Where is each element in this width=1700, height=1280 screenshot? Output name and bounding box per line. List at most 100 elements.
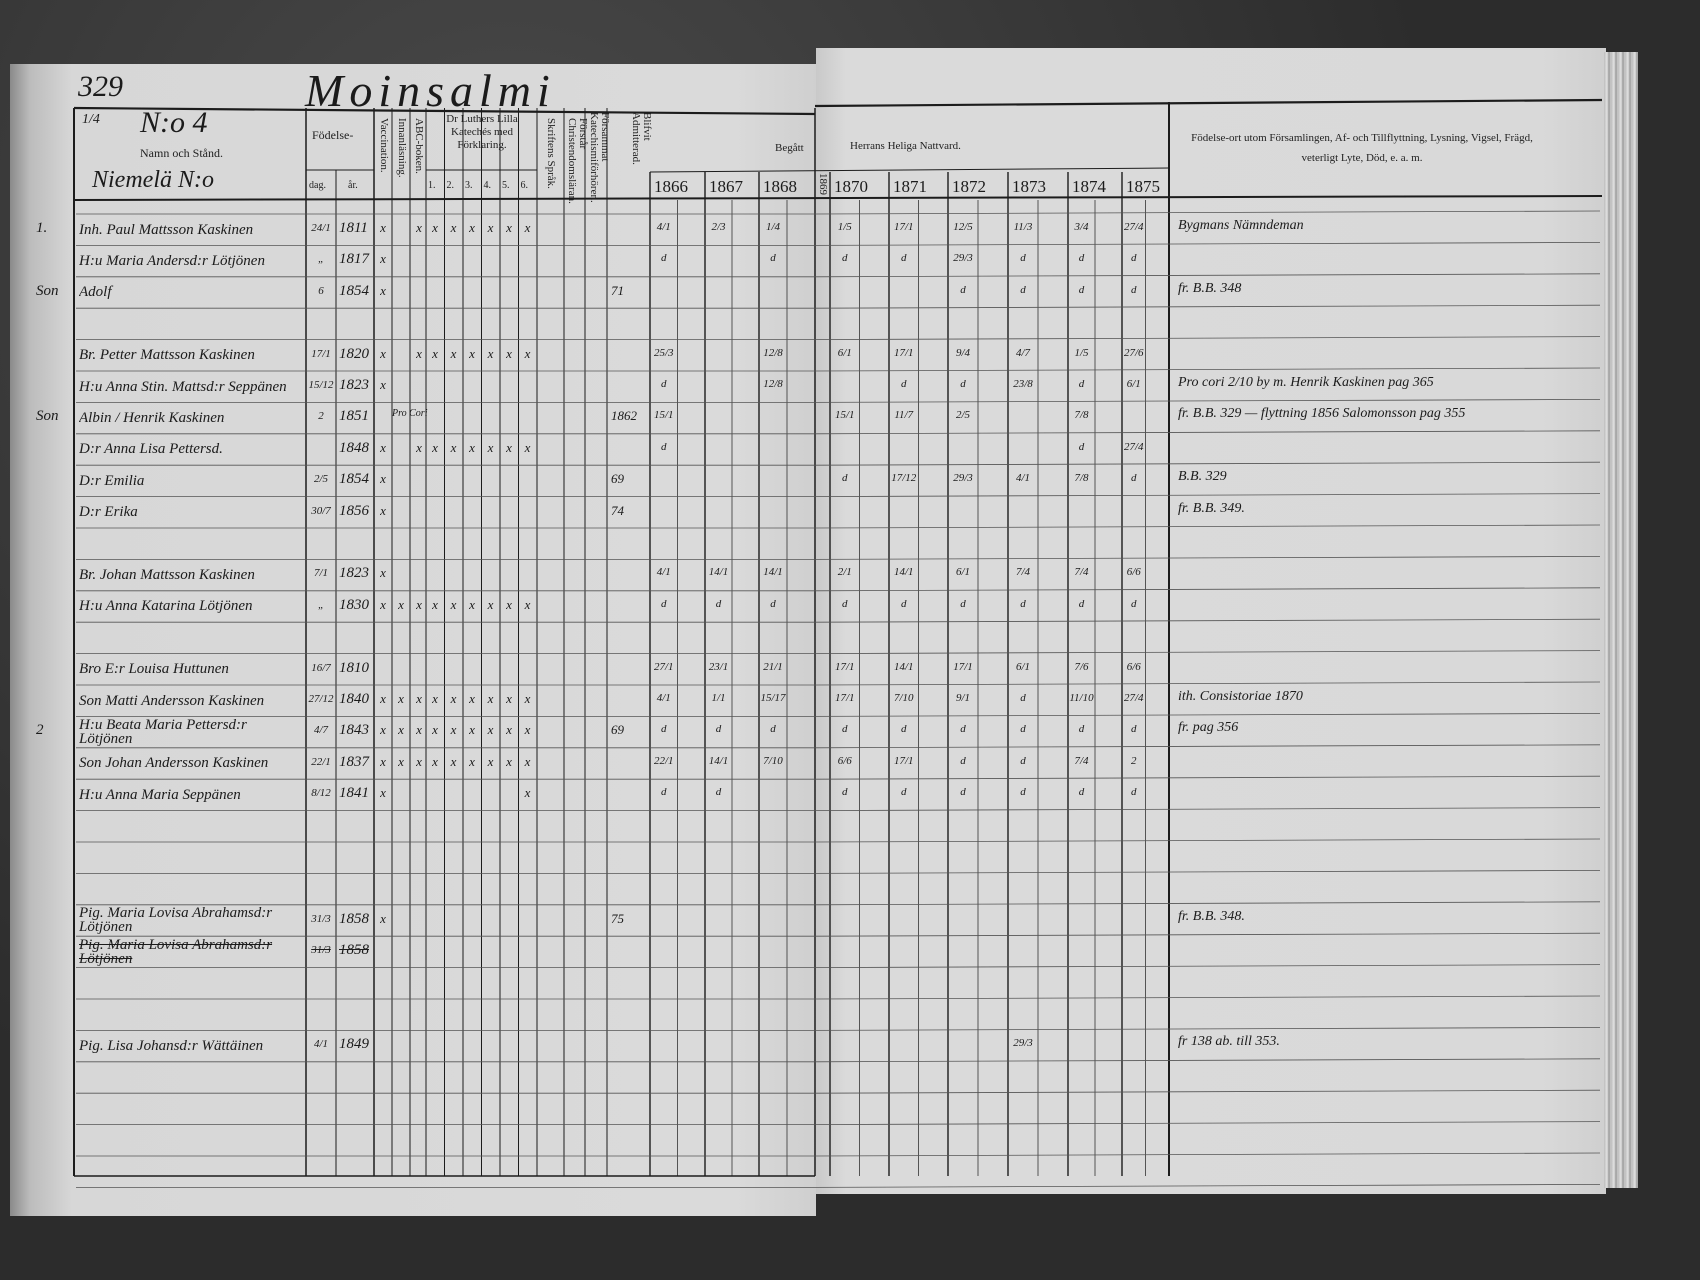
rule-line (814, 744, 1601, 749)
communion-entry: d (1078, 786, 1085, 799)
exam-mark: x (524, 691, 531, 706)
person-name: H:u Anna Maria Seppänen (79, 786, 241, 803)
row-prefix: 1. (36, 220, 48, 236)
communion-entry: 9/4 (955, 346, 971, 359)
household-number: N:o 4 (140, 106, 208, 139)
admitted-year: 71 (611, 282, 624, 298)
birth-day: „ (317, 253, 325, 266)
communion-entry: 23/1 (708, 660, 729, 673)
exam-mark: x (487, 220, 494, 235)
exam-mark: x (469, 220, 475, 235)
communion-entry: d (661, 723, 667, 736)
row-prefix: 2 (36, 722, 44, 739)
communion-entry: d (901, 597, 907, 610)
exam-mark: x (487, 439, 494, 455)
exam-mark: x (380, 471, 386, 487)
communion-entry: 4/1 (656, 221, 671, 233)
birth-year: 1810 (339, 659, 369, 676)
communion-entry: d (960, 378, 966, 390)
communion-entry: d (842, 786, 848, 799)
communion-entry: 7/8 (1074, 409, 1089, 422)
rule-line (814, 838, 1601, 843)
communion-entry: 25/3 (653, 346, 674, 359)
admitted-year: 69 (611, 722, 624, 738)
rule-line (814, 618, 1601, 623)
rule-line (814, 367, 1601, 372)
person-name: Son Matti Andersson Kaskinen (79, 692, 265, 709)
communion-entry: d (1131, 723, 1137, 736)
rule-line (814, 1121, 1601, 1125)
communion-entry: 17/1 (834, 660, 855, 673)
birth-day: 6 (318, 284, 324, 297)
row-prefix: Son (36, 408, 59, 425)
rule-line (814, 524, 1601, 529)
exam-mark: x (380, 565, 386, 581)
year-header: år. (348, 180, 358, 191)
birth-day: 8/12 (311, 787, 331, 800)
person-name: H:u Maria Andersd:r Lötjönen (79, 253, 265, 270)
communion-entry: d (901, 723, 907, 736)
communion-entry: 17/1 (893, 346, 914, 359)
exam-mark: x (380, 220, 386, 235)
communion-entry: d (842, 723, 848, 736)
birth-day: 30/7 (311, 504, 331, 517)
rule-line (814, 98, 1603, 108)
birth-year: 1830 (339, 596, 369, 613)
communion-entry: d (1078, 378, 1085, 390)
exam-mark: x (380, 753, 386, 769)
exam-mark: x (487, 345, 494, 361)
birth-year: 1858 (339, 942, 369, 959)
exam-mark: x (469, 345, 475, 361)
communion-entry: d (901, 786, 907, 799)
communion-entry: d (715, 597, 722, 610)
remark-note: ith. Consistoriae 1870 (1178, 689, 1303, 704)
catechism-col-1: 1. (428, 180, 436, 191)
exam-mark: x (506, 691, 512, 706)
person-name: D:r Anna Lisa Pettersd. (79, 441, 223, 458)
exam-mark: x (380, 377, 386, 392)
year-header-1872: 1872 (952, 177, 986, 196)
communion-entry: 11/3 (1013, 221, 1033, 233)
birth-year: 1823 (339, 565, 369, 582)
exam-mark: x (416, 345, 422, 361)
vaccination-header: Vaccination. (378, 118, 390, 173)
rule-line (814, 430, 1601, 435)
communion-entry: 1/5 (1074, 346, 1089, 359)
communion-entry: 15/17 (760, 692, 786, 704)
birth-day: „ (317, 598, 325, 611)
village-name: Niemelä N:o (92, 167, 214, 193)
communion-entry: 6/1 (955, 566, 971, 579)
communion-entry: 12/5 (953, 221, 973, 233)
communion-entry: d (661, 378, 667, 390)
exam-mark: x (432, 753, 438, 769)
rule-line (649, 167, 1170, 173)
exam-mark: x (506, 753, 512, 769)
exam-mark: x (524, 596, 531, 612)
exam-mark: x (506, 220, 512, 235)
communion-entry: d (960, 786, 966, 799)
birth-year: 1854 (339, 471, 369, 488)
birth-day: 31/3 (311, 944, 331, 957)
christian-doctrine-header: Förstår Christendomsläran. (566, 118, 589, 204)
person-name: D:r Erika (79, 504, 138, 521)
rule-line (814, 681, 1601, 686)
communion-entry: 27/6 (1123, 346, 1144, 359)
communion-entry: d (1078, 597, 1085, 610)
communion-entry: 4/1 (656, 566, 671, 579)
day-header: dag. (309, 180, 326, 191)
exam-mark: x (416, 596, 422, 612)
year-header-1870: 1870 (834, 177, 868, 196)
rule-line (814, 1058, 1601, 1063)
birth-year: 1817 (339, 251, 369, 268)
birth-year: 1843 (339, 722, 369, 739)
exam-mark: x (380, 910, 386, 926)
communion-entry: 7/4 (1074, 566, 1089, 579)
exam-mark: x (506, 439, 512, 455)
birth-day: 27/12 (308, 693, 334, 705)
person-name: Pig. Lisa Johansd:r Wättäinen (79, 1038, 264, 1055)
rule-line (73, 195, 1603, 201)
communion-entry: d (661, 252, 667, 265)
remark-note: B.B. 329 (1178, 469, 1227, 485)
row-prefix: Son (36, 282, 59, 299)
